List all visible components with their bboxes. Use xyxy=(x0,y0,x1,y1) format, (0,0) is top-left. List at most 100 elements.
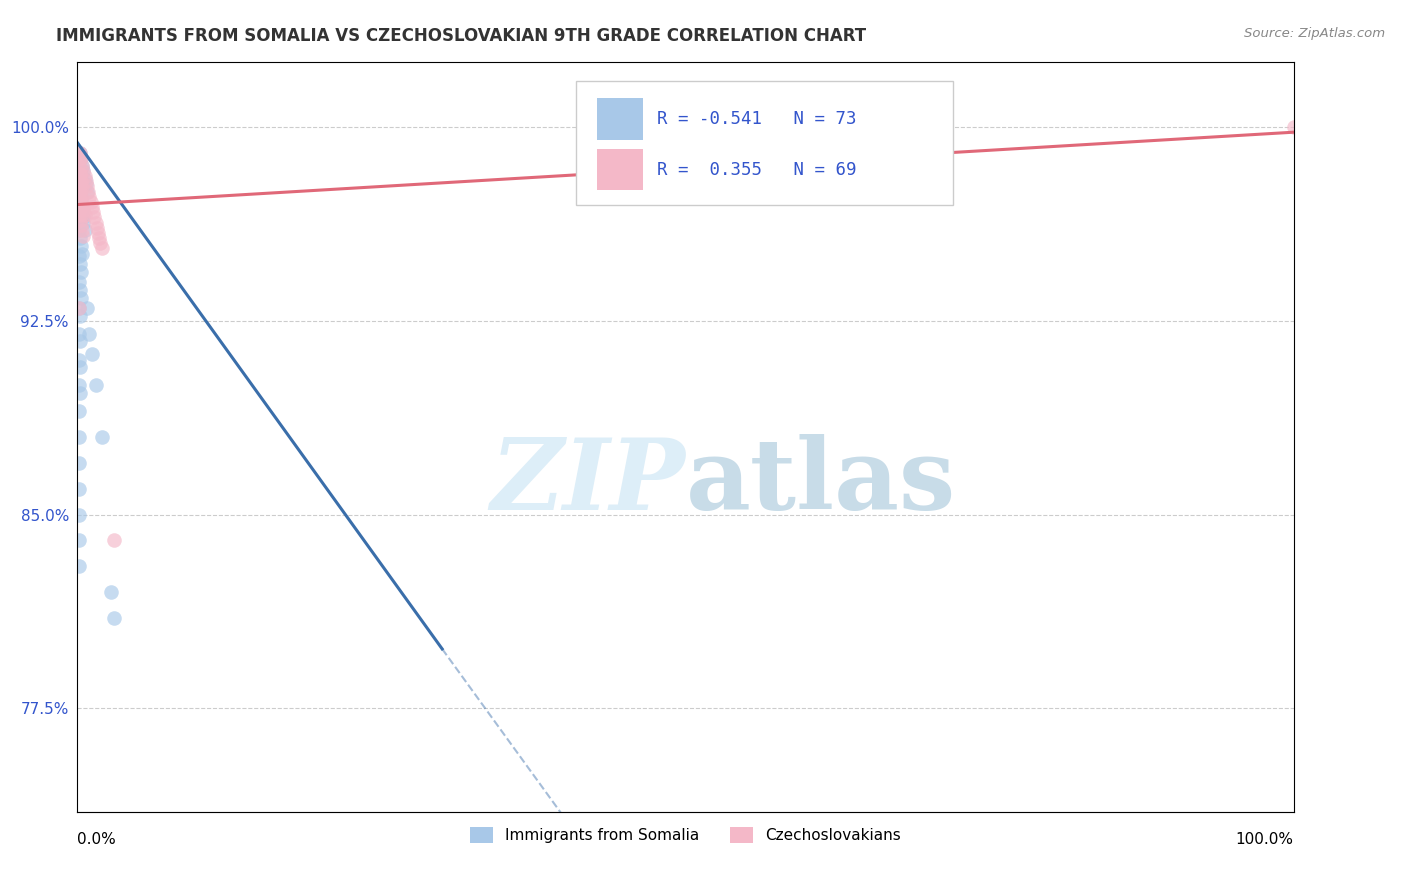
Point xyxy=(67,197,90,211)
Point xyxy=(79,190,101,204)
Point xyxy=(70,197,93,211)
Point xyxy=(72,202,94,217)
Point xyxy=(83,211,105,225)
Point xyxy=(67,208,90,222)
Point xyxy=(73,223,96,237)
Text: 100.0%: 100.0% xyxy=(1236,832,1294,847)
Point xyxy=(89,231,111,245)
Point xyxy=(69,185,91,199)
Point xyxy=(69,309,91,323)
Point xyxy=(70,174,93,188)
Point xyxy=(70,159,93,173)
Point xyxy=(67,301,90,315)
Point xyxy=(75,174,97,188)
Point xyxy=(69,151,91,165)
Point xyxy=(70,193,93,207)
Bar xyxy=(596,98,643,140)
Point xyxy=(69,334,91,349)
Point xyxy=(89,236,111,251)
Text: 0.0%: 0.0% xyxy=(77,832,117,847)
Point xyxy=(82,205,104,219)
Point xyxy=(67,559,90,574)
Point xyxy=(70,246,93,260)
Point xyxy=(100,585,122,599)
Point xyxy=(67,533,90,548)
Point xyxy=(70,190,93,204)
Point xyxy=(67,145,90,160)
Point xyxy=(103,611,125,625)
Point xyxy=(67,182,90,196)
Point xyxy=(70,197,93,211)
Point xyxy=(69,360,91,375)
Point xyxy=(76,185,98,199)
Point xyxy=(67,352,90,367)
Point xyxy=(67,456,90,470)
Point xyxy=(73,171,96,186)
Text: ZIP: ZIP xyxy=(491,434,686,530)
Point xyxy=(69,167,91,181)
Text: IMMIGRANTS FROM SOMALIA VS CZECHOSLOVAKIAN 9TH GRADE CORRELATION CHART: IMMIGRANTS FROM SOMALIA VS CZECHOSLOVAKI… xyxy=(56,27,866,45)
Text: Source: ZipAtlas.com: Source: ZipAtlas.com xyxy=(1244,27,1385,40)
Point xyxy=(70,202,93,217)
Point xyxy=(67,223,90,237)
Point xyxy=(67,404,90,418)
Point xyxy=(69,386,91,401)
Point xyxy=(69,197,91,211)
Point xyxy=(84,216,107,230)
Point xyxy=(75,177,97,191)
Point xyxy=(67,301,90,315)
Point xyxy=(72,211,94,225)
Point xyxy=(70,223,93,237)
FancyBboxPatch shape xyxy=(576,81,953,205)
Point xyxy=(67,171,90,186)
Point xyxy=(69,185,91,199)
Point xyxy=(103,533,125,548)
Point xyxy=(76,301,98,315)
Point xyxy=(69,257,91,271)
Point xyxy=(72,216,94,230)
Text: R = -0.541   N = 73: R = -0.541 N = 73 xyxy=(658,111,856,128)
Point xyxy=(84,378,107,392)
Point xyxy=(69,283,91,297)
Point xyxy=(70,218,93,232)
Point xyxy=(80,347,103,361)
Text: R =  0.355   N = 69: R = 0.355 N = 69 xyxy=(658,161,856,178)
Point xyxy=(87,226,110,240)
Point xyxy=(67,187,90,202)
Point xyxy=(67,159,90,173)
Point xyxy=(67,171,90,186)
Point xyxy=(80,194,103,209)
Point xyxy=(69,231,91,245)
Point xyxy=(73,169,96,183)
Point xyxy=(90,430,112,444)
Point xyxy=(67,508,90,522)
Point xyxy=(70,159,93,173)
Bar xyxy=(596,149,643,190)
Point xyxy=(69,213,91,227)
Point xyxy=(72,228,94,243)
Point xyxy=(70,179,93,194)
Point xyxy=(67,430,90,444)
Point xyxy=(1282,120,1305,134)
Point xyxy=(72,164,94,178)
Point xyxy=(69,145,91,160)
Point xyxy=(73,208,96,222)
Point xyxy=(69,177,91,191)
Point xyxy=(69,202,91,217)
Point xyxy=(80,200,103,214)
Point xyxy=(70,291,93,305)
Point xyxy=(70,208,93,222)
Text: atlas: atlas xyxy=(686,434,956,531)
Point xyxy=(67,378,90,392)
Point xyxy=(67,275,90,289)
Point xyxy=(67,202,90,217)
Point xyxy=(67,482,90,496)
Point xyxy=(70,239,93,253)
Point xyxy=(67,249,90,263)
Point xyxy=(86,220,108,235)
Point xyxy=(70,151,93,165)
Legend: Immigrants from Somalia, Czechoslovakians: Immigrants from Somalia, Czechoslovakian… xyxy=(464,821,907,849)
Point xyxy=(77,185,100,199)
Point xyxy=(67,193,90,207)
Point xyxy=(76,179,98,194)
